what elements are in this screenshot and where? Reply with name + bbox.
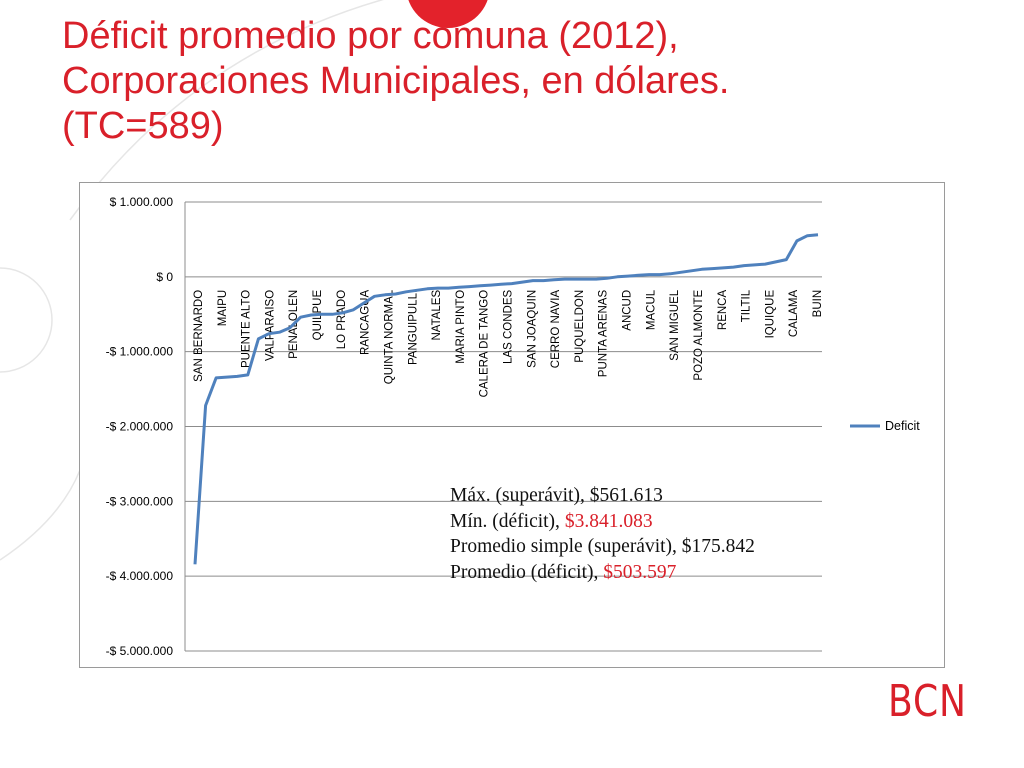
bcn-logo: BCN (888, 676, 967, 727)
y-tick-label: -$ 2.000.000 (106, 420, 174, 434)
stat-max-label: Máx. (superávit), (450, 485, 590, 506)
x-tick-label: CALERA DE TANGO (479, 290, 491, 398)
x-tick-label: SAN BERNARDO (193, 290, 205, 382)
chart-gridlines (184, 201, 822, 652)
line-chart: $ 1.000.000 $ 0 -$ 1.000.000 -$ 2.000.000 -$… (106, 195, 921, 658)
y-tick-label: $ 1.000.000 (110, 195, 174, 209)
page-title: Déficit promedio por comuna (2012), Corp… (62, 14, 922, 149)
title-line-3: (TC=589) (62, 105, 224, 147)
y-tick-label: -$ 3.000.000 (106, 494, 174, 508)
x-tick-label: CALAMA (788, 290, 800, 338)
y-tick-label: -$ 4.000.000 (106, 569, 174, 583)
series-line-deficit (193, 233, 819, 565)
x-tick-label: ANCUD (622, 290, 634, 331)
x-tick-label: VALPARAISO (264, 290, 276, 361)
x-tick-label: MACUL (645, 289, 657, 330)
x-tick-label: RANCAGUA (360, 290, 372, 356)
x-tick-label: CERRO NAVIA (550, 290, 562, 369)
y-tick-label: -$ 1.000.000 (106, 345, 174, 359)
stat-min-label: Mín. (déficit), (450, 510, 565, 532)
x-tick-label: SAN JOAQUIN (526, 290, 538, 368)
title-line-1: Déficit promedio por comuna (2012), (62, 15, 679, 57)
title-line-2: Corporaciones Municipales, en dólares. (62, 60, 730, 102)
y-tick-label: $ 0 (156, 270, 173, 284)
decorative-circle (0, 267, 53, 373)
chart-frame: $ 1.000.000 $ 0 -$ 1.000.000 -$ 2.000.000 -$… (79, 182, 945, 668)
chart-series (193, 233, 819, 565)
stat-average-value: $503.597 (603, 561, 677, 583)
x-tick-label: BUIN (812, 290, 824, 317)
x-tick-label: LO PRADO (336, 290, 348, 349)
x-tick-label: PUNTA ARENAS (598, 290, 610, 378)
decorative-arc (0, 469, 81, 561)
x-tick-label: PUQUELDON (574, 290, 586, 363)
stat-max: Máx. (superávit), $561.613 (450, 483, 755, 509)
legend-label-deficit: Deficit (885, 419, 920, 433)
stat-max-value: $561.613 (589, 485, 663, 506)
x-tick-label: POZO ALMONTE (693, 290, 705, 381)
x-tick-label: QUINTA NORMAL (383, 289, 395, 384)
x-tick-label: MAIPU (217, 290, 229, 326)
stat-min-value: $3.841.083 (564, 510, 653, 532)
chart-legend: Deficit (850, 419, 920, 433)
stat-average-label: Promedio (déficit), (450, 561, 604, 583)
x-tick-label: MARIA PINTO (455, 290, 467, 364)
y-axis-tick-labels: $ 1.000.000 $ 0 -$ 1.000.000 -$ 2.000.000 -$… (106, 195, 174, 658)
x-tick-label: PANGUIPULLI (407, 290, 419, 365)
x-tick-label: TILTIL (741, 289, 753, 322)
x-tick-label: RENCA (717, 290, 729, 331)
decorative-arc (69, 0, 385, 221)
x-tick-label: IQUIQUE (764, 290, 776, 339)
stat-simple-average-label: Promedio simple (superávit), (450, 536, 682, 557)
stat-simple-average-value: $175.842 (681, 536, 755, 557)
stats-annotation: Máx. (superávit), $561.613 Mín. (déficit… (450, 483, 755, 585)
x-axis-tick-labels: SAN BERNARDO MAIPU PUENTE ALTO VALPARAISO PE… (193, 289, 824, 397)
red-circle-decoration (408, 0, 488, 28)
x-tick-label: NATALES (431, 290, 443, 341)
stat-min: Mín. (déficit), $3.841.083 (450, 509, 755, 535)
stat-simple-average: Promedio simple (superávit), $175.842 (450, 534, 755, 560)
x-tick-label: PUENTE ALTO (241, 290, 253, 368)
x-tick-label: LAS CONDES (503, 290, 515, 364)
y-tick-label: -$ 5.000.000 (106, 644, 174, 658)
x-tick-label: SAN MIGUEL (669, 289, 681, 361)
stat-average: Promedio (déficit), $503.597 (450, 560, 755, 586)
